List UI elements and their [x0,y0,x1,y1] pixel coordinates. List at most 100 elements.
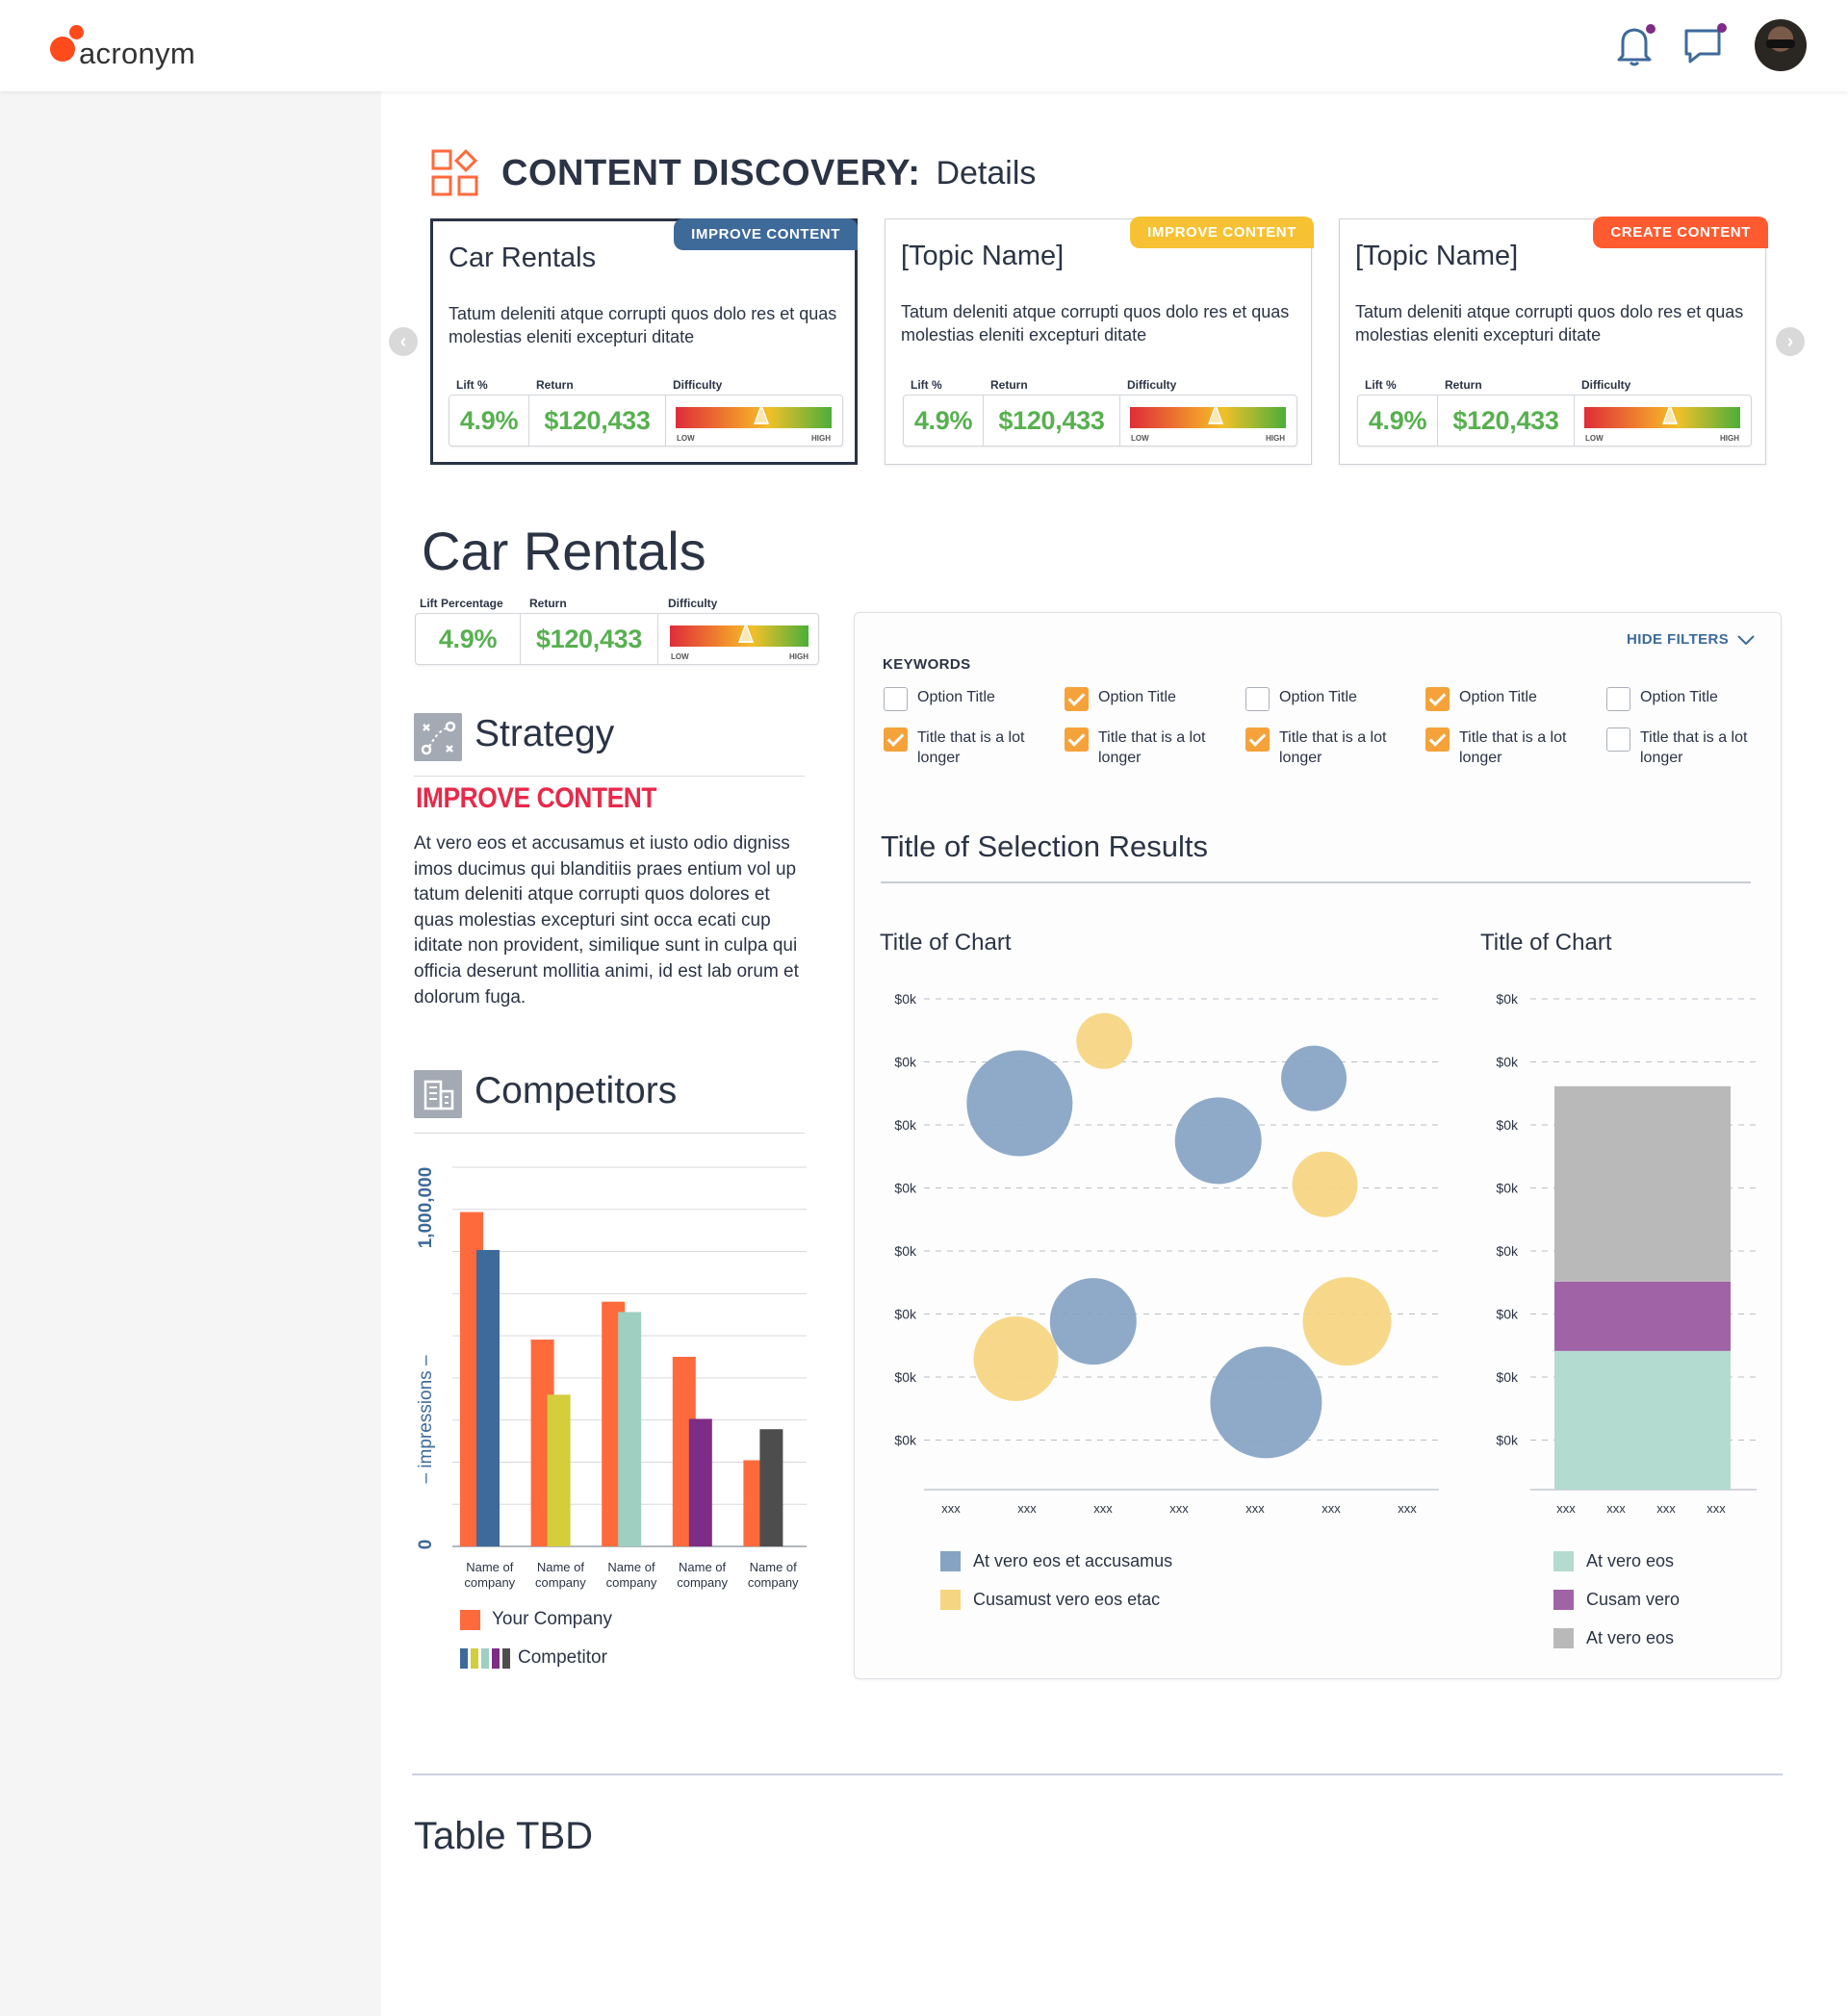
logo-text: acronym [79,37,195,70]
bubble-point [973,1316,1059,1402]
keyword-option-label: Option Title [917,689,995,705]
checkbox-unchecked[interactable] [1606,687,1630,711]
topic-card[interactable]: IMPROVE CONTENT [Topic Name] Tatum delen… [885,217,1314,465]
bubble-legend-2: Cusamust vero eos etac [940,1590,1160,1610]
bubble-point [1174,1097,1262,1185]
hide-filters-button[interactable]: HIDE FILTERS [1627,631,1756,648]
legend-swatch [1553,1590,1574,1610]
keyword-option[interactable]: Option Title [1606,687,1756,711]
keyword-option[interactable]: Option Title [1245,687,1395,711]
return-label: Return [536,378,574,392]
topic-card[interactable]: IMPROVE CONTENT Car Rentals Tatum deleni… [430,218,858,465]
checkbox-checked[interactable] [1065,687,1089,711]
topic-badge: IMPROVE CONTENT [1130,217,1314,248]
carousel-prev-button[interactable]: ‹ [389,327,418,356]
gauge-high-label: HIGH [789,652,808,661]
difficulty-marker [1208,403,1224,424]
stacked-segment [1554,1281,1731,1351]
checkbox-unchecked[interactable] [1606,727,1630,752]
legend-competitor: Competitor [460,1647,607,1669]
checkbox-unchecked[interactable] [1245,687,1270,711]
x-tick-label: xxx [1606,1501,1626,1516]
y-tick-label: $0k [1496,1307,1519,1322]
bubble-point [1076,1012,1133,1069]
topic-card[interactable]: CREATE CONTENT [Topic Name] Tatum deleni… [1339,217,1768,465]
detail-metrics-panel: Lift Percentage Return Difficulty 4.9% $… [415,597,819,668]
metrics-panel: Lift % Return Difficulty 4.9% $120,433 L… [903,378,1297,449]
legend-label: Cusam vero [1586,1590,1681,1609]
category-label: Name of company [464,1560,515,1590]
keyword-option-label: Title that is a lot longer [1098,729,1206,766]
topic-badge: IMPROVE CONTENT [674,218,858,250]
chat-icon[interactable] [1679,19,1729,69]
keyword-option-label: Title that is a lot longer [1640,729,1748,766]
keyword-option[interactable]: Title that is a lot longer [1245,727,1395,768]
keyword-option[interactable]: Title that is a lot longer [1065,727,1214,768]
gauge-low-label: LOW [671,652,689,661]
bar-competitor [688,1418,712,1546]
category-label: Name of company [748,1560,799,1590]
keyword-option[interactable]: Title that is a lot longer [1425,727,1575,768]
carousel-next-button[interactable]: › [1776,327,1805,356]
checkbox-unchecked[interactable] [884,687,908,711]
bell-icon[interactable] [1609,19,1659,69]
stack-legend-1: At vero eos [1553,1551,1674,1571]
lift-label: Lift % [911,378,942,392]
bar-chart-labels: Name of company Name of company Name of compa… [464,1560,799,1590]
bubble-point [1292,1151,1358,1217]
category-label: Name of company [677,1560,728,1590]
keyword-option[interactable]: Option Title [884,687,1033,711]
strategy-label: IMPROVE CONTENT [416,782,657,814]
bubble-legend-1: At vero eos et accusamus [940,1551,1172,1571]
checkbox-checked[interactable] [1425,727,1450,752]
x-tick-label: xxx [1556,1501,1576,1516]
y-tick-label: $0k [1496,1369,1519,1385]
legend-your-company: Your Company [460,1609,612,1630]
page-title-main: CONTENT DISCOVERY: [501,152,921,193]
difficulty-gauge [670,622,808,647]
strategy-header: Strategy [414,707,805,777]
checkbox-checked[interactable] [884,727,908,752]
stacked-segment [1554,1085,1731,1282]
topic-badge: CREATE CONTENT [1593,217,1768,248]
gauge-high-label: HIGH [1720,434,1739,443]
stacked-chart-bars [1554,1085,1731,1490]
sidebar [0,91,381,2016]
y-tick-label: $0k [1496,1181,1519,1196]
checkbox-checked[interactable] [1245,727,1270,752]
top-header: acronym [0,0,1848,91]
bar-competitor [476,1249,500,1546]
return-value: $120,433 [521,614,658,664]
y-tick-label: $0k [1496,991,1519,1007]
keyword-option-label: Option Title [1279,689,1357,705]
gauge-low-label: LOW [677,434,695,443]
bubble-chart-xlabels: xxx xxx xxx xxx xxx xxx xxx [941,1501,1417,1516]
keyword-option[interactable]: Option Title [1065,687,1214,711]
legend-label: Cusamust vero eos etac [973,1590,1161,1609]
difficulty-label: Difficulty [668,597,718,610]
grid-shapes-icon [431,148,478,196]
lift-value: 4.9% [904,396,984,446]
keyword-option[interactable]: Option Title [1425,687,1575,711]
keyword-option[interactable]: Title that is a lot longer [884,727,1033,768]
y-tick-label: $0k [894,1369,917,1385]
user-avatar[interactable] [1755,19,1807,71]
bar-chart-bars [460,1212,783,1546]
topic-description: Tatum deleniti atque corrupti quos dolo … [449,304,837,346]
lift-label: Lift % [456,378,488,392]
keyword-option-label: Option Title [1640,689,1718,705]
gauge-low-label: LOW [1131,434,1149,443]
return-label: Return [1445,378,1482,392]
bubble-point [1210,1346,1322,1459]
checkbox-checked[interactable] [1425,687,1450,711]
gauge-low-label: LOW [1585,434,1604,443]
keyword-option[interactable]: Title that is a lot longer [1606,727,1756,768]
topic-description: Tatum deleniti atque corrupti quos dolo … [1355,302,1744,345]
checkbox-checked[interactable] [1065,727,1089,752]
x-tick-label: xxx [1398,1501,1417,1516]
difficulty-gauge [1584,403,1740,428]
lift-value: 4.9% [1358,396,1438,446]
bar-chart-ytick-zero: 0 [416,1540,436,1550]
bar-competitor [759,1429,783,1546]
x-tick-label: xxx [1017,1501,1037,1516]
